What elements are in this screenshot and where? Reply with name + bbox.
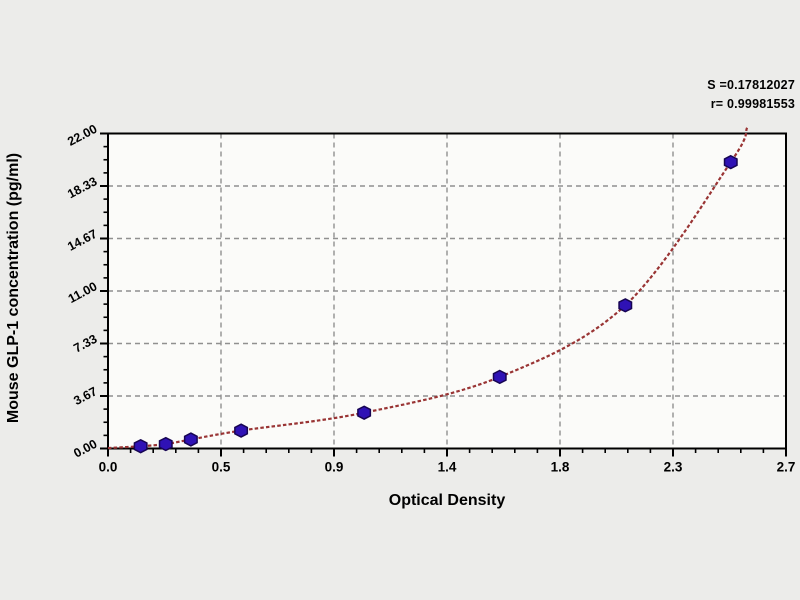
data-point-marker — [133, 438, 148, 454]
data-point-marker — [183, 432, 198, 447]
y-tick-label: 0.00 — [71, 437, 99, 461]
y-tick-label: 22.00 — [65, 122, 99, 149]
y-tick-label: 3.67 — [71, 384, 99, 408]
data-point-marker — [158, 436, 173, 452]
fit-stat-correlation: r= 0.99981553 — [710, 97, 795, 111]
data-point-marker — [723, 154, 738, 170]
x-axis-title: Optical Density — [388, 492, 506, 509]
data-point-marker — [357, 405, 372, 420]
data-point-marker — [234, 423, 249, 438]
x-tick-label: 2.3 — [664, 460, 683, 475]
x-tick-label: 1.8 — [551, 460, 570, 475]
x-tick-label: 1.4 — [438, 460, 457, 475]
x-tick-label: 0.0 — [99, 460, 118, 475]
x-tick-label: 2.7 — [777, 460, 796, 475]
y-tick-label: 11.00 — [66, 279, 100, 306]
fit-statistics: S =0.17812027 r= 0.99981553 — [707, 76, 795, 114]
y-tick-label: 7.33 — [71, 332, 99, 356]
x-tick-label: 0.5 — [212, 460, 231, 475]
y-tick-label: 18.33 — [65, 174, 99, 201]
data-point-marker — [618, 298, 633, 313]
data-point-marker — [492, 369, 507, 385]
x-tick-label: 0.9 — [325, 460, 344, 475]
fit-stat-standard-error: S =0.17812027 — [707, 78, 795, 92]
y-tick-label: 14.67 — [65, 227, 99, 254]
